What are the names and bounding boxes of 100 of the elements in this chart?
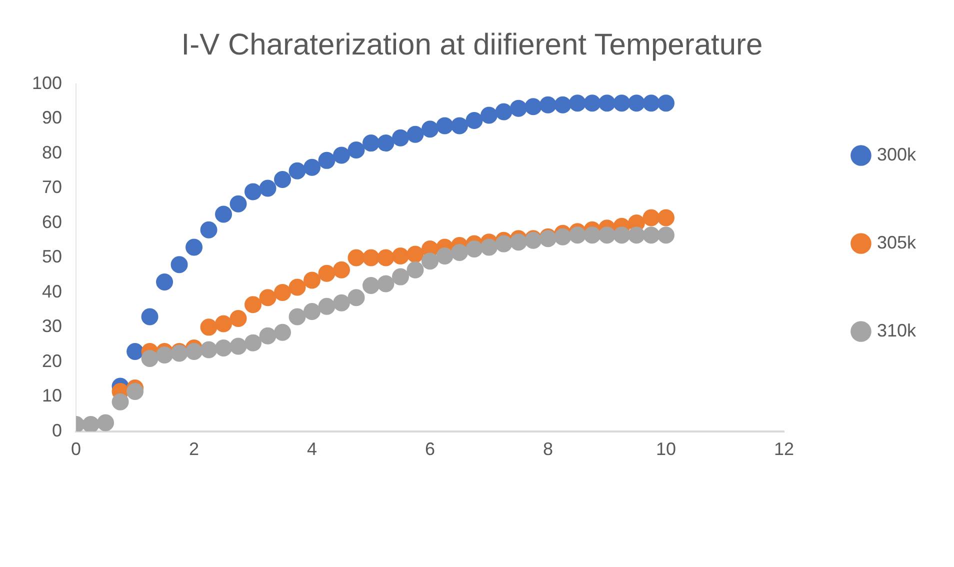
point bbox=[156, 346, 174, 364]
point bbox=[126, 382, 144, 400]
point bbox=[362, 249, 380, 266]
point bbox=[274, 284, 292, 301]
point bbox=[466, 112, 483, 129]
point bbox=[156, 274, 174, 291]
point bbox=[112, 393, 129, 410]
point bbox=[82, 416, 100, 432]
point bbox=[422, 120, 438, 138]
point bbox=[554, 228, 572, 246]
point bbox=[318, 152, 336, 169]
point bbox=[642, 209, 660, 226]
point bbox=[436, 117, 454, 134]
y-tick-label: 100 bbox=[32, 72, 62, 93]
point bbox=[200, 341, 218, 358]
x-tick-label: 6 bbox=[424, 439, 436, 460]
point bbox=[333, 261, 350, 278]
point bbox=[304, 303, 321, 320]
point bbox=[568, 226, 586, 244]
y-tick-label: 10 bbox=[42, 386, 62, 406]
point bbox=[406, 126, 424, 143]
y-tick-label: 40 bbox=[42, 281, 62, 302]
point bbox=[406, 261, 424, 278]
y-tick-label: 60 bbox=[42, 212, 62, 232]
point bbox=[288, 162, 306, 180]
point bbox=[642, 94, 660, 112]
point bbox=[510, 234, 527, 251]
point bbox=[613, 226, 630, 244]
point bbox=[141, 308, 158, 326]
point bbox=[186, 238, 203, 256]
point bbox=[392, 247, 410, 264]
point bbox=[598, 94, 616, 112]
point bbox=[436, 247, 454, 264]
point bbox=[200, 221, 218, 238]
x-tick-label: 4 bbox=[307, 439, 318, 460]
point bbox=[554, 96, 572, 114]
chart-title: I-V Charaterization at diifierent Temperature bbox=[181, 28, 763, 62]
point bbox=[259, 327, 276, 344]
point bbox=[259, 289, 276, 306]
point bbox=[657, 209, 674, 226]
y-tick-label: 30 bbox=[42, 316, 62, 336]
point bbox=[200, 318, 218, 336]
point bbox=[318, 298, 336, 315]
point bbox=[451, 117, 468, 134]
point bbox=[613, 94, 630, 112]
point bbox=[480, 106, 498, 124]
point bbox=[348, 142, 365, 159]
point bbox=[377, 249, 394, 266]
point bbox=[406, 246, 424, 263]
point bbox=[392, 129, 410, 146]
point bbox=[333, 294, 350, 312]
point bbox=[628, 226, 645, 244]
point bbox=[377, 275, 394, 292]
point bbox=[141, 350, 158, 367]
legend-label: 305k bbox=[876, 232, 917, 252]
point bbox=[186, 343, 203, 360]
point bbox=[568, 94, 586, 112]
point bbox=[244, 334, 262, 352]
legend-label: 310k bbox=[876, 320, 917, 340]
point bbox=[510, 100, 527, 117]
point bbox=[657, 94, 674, 112]
y-tick-label: 20 bbox=[42, 350, 62, 371]
point bbox=[584, 226, 601, 244]
point bbox=[598, 226, 616, 244]
point bbox=[466, 240, 483, 258]
point bbox=[495, 235, 512, 252]
point bbox=[584, 94, 601, 112]
point bbox=[97, 414, 114, 432]
point bbox=[348, 249, 365, 266]
point bbox=[170, 256, 188, 274]
point bbox=[304, 272, 321, 289]
y-tick-label: 50 bbox=[42, 246, 62, 267]
x-tick-label: 12 bbox=[774, 439, 794, 460]
point bbox=[230, 195, 247, 212]
y-tick-label: 90 bbox=[42, 108, 62, 128]
point bbox=[288, 278, 306, 296]
point bbox=[230, 338, 247, 355]
point bbox=[244, 296, 262, 314]
point bbox=[318, 264, 336, 282]
x-tick-label: 8 bbox=[542, 439, 553, 460]
point bbox=[274, 171, 292, 188]
point bbox=[451, 244, 468, 261]
point bbox=[304, 158, 321, 176]
point bbox=[259, 180, 276, 197]
point bbox=[333, 146, 350, 164]
x-tick-label: 2 bbox=[189, 439, 200, 460]
point bbox=[126, 343, 144, 360]
point bbox=[230, 310, 247, 327]
point bbox=[377, 134, 394, 152]
x-tick-label: 0 bbox=[71, 439, 82, 460]
point bbox=[274, 324, 292, 341]
y-tick-label: 70 bbox=[42, 177, 62, 198]
point bbox=[244, 183, 262, 200]
point bbox=[215, 206, 232, 223]
y-tick-label: 0 bbox=[52, 420, 62, 440]
point bbox=[642, 226, 660, 244]
point bbox=[657, 226, 674, 244]
point bbox=[215, 315, 232, 332]
point bbox=[422, 252, 438, 270]
point bbox=[392, 268, 410, 286]
